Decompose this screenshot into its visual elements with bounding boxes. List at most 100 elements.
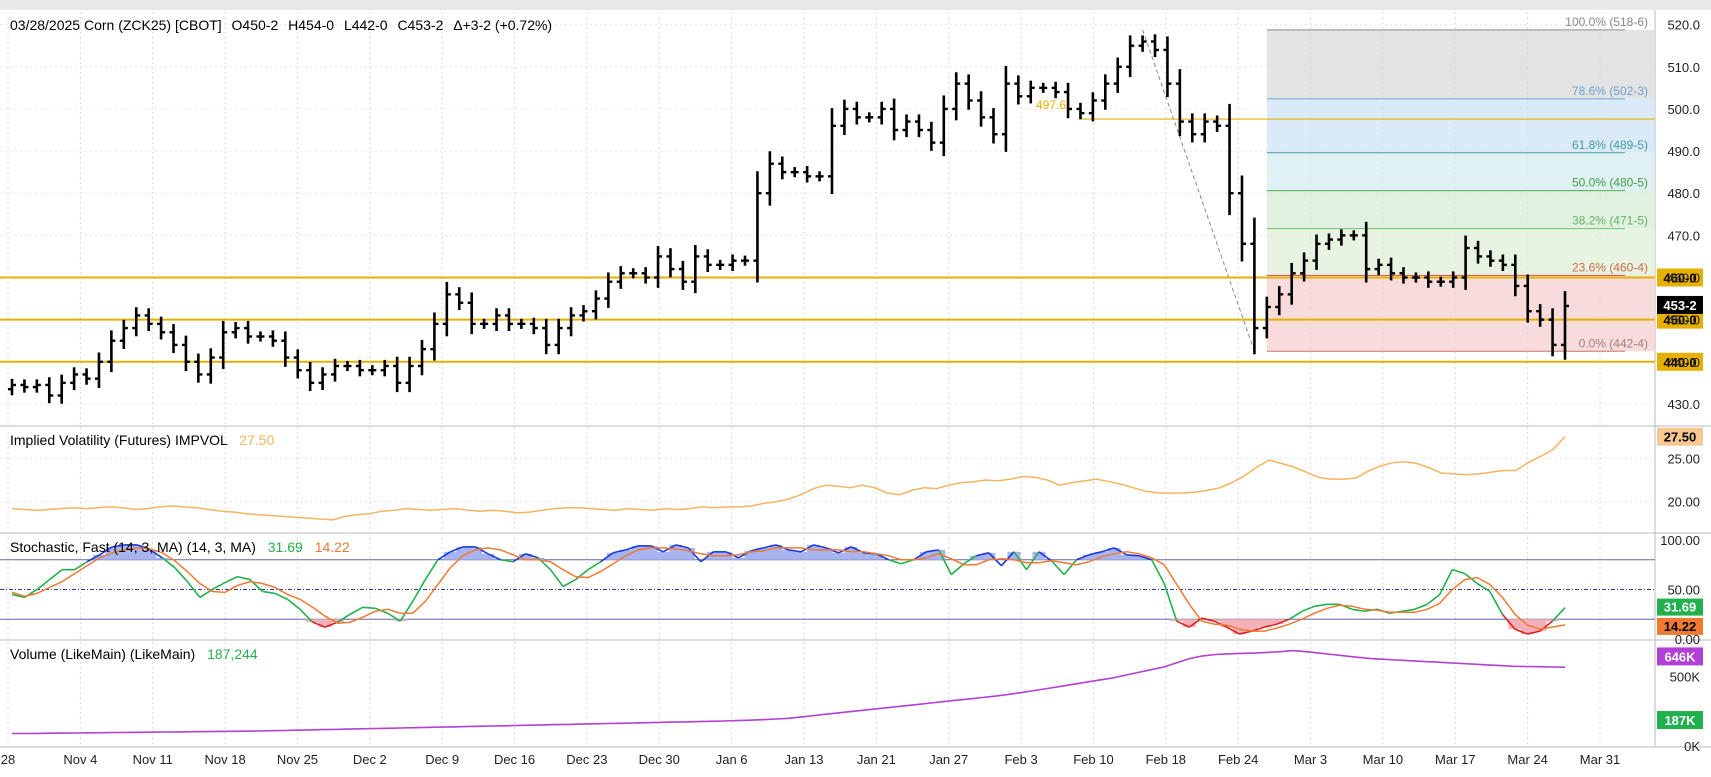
x-tick-label: Mar 17 [1435,752,1475,767]
price-bar [1300,252,1309,282]
price-bar [1424,271,1433,288]
fib-zone [1266,275,1655,352]
volume-legend: Volume (LikeMain) (LikeMain) 187,244 [10,646,258,662]
stoch-k-segment [1188,617,1203,628]
volume-badge: 187K [1664,713,1696,728]
price-bar [703,249,712,273]
x-tick-label: Dec 23 [566,752,607,767]
x-tick-label: Nov 18 [204,752,245,767]
volume-ma-badge: 646K [1664,649,1696,664]
price-bar [70,367,79,391]
stoch-y-label: 100.00 [1660,533,1700,548]
stoch-k-segment [963,555,977,565]
price-bar [194,353,203,383]
stoch-k-segment [1239,630,1253,635]
price-bar [1213,115,1222,132]
price-y-label: 490.0 [1667,144,1700,159]
support-label-bg [1657,310,1703,329]
price-bar [952,72,961,121]
price-bar [1387,257,1396,281]
last-price-bg [1657,295,1703,314]
header-change: Δ+3-2 (+0.72%) [453,17,552,33]
price-y-label: 500.0 [1667,102,1700,117]
impvol-y-label: 25.00 [1667,451,1700,466]
fib-label: 50.0% (480-5) [1572,176,1648,190]
stoch-k-segment [1038,551,1052,562]
price-bar [94,352,103,388]
stoch-k-segment [1414,603,1428,611]
price-bar [927,121,936,151]
stoch-k-segment [687,547,702,563]
stoch-k-segment [36,578,51,591]
stoch-k-segment [237,575,251,581]
price-bar [231,321,240,339]
price-y-label: 460.0 [1667,271,1700,286]
price-bar [691,245,700,294]
price-bar [1498,254,1507,271]
price-bar [741,255,750,266]
price-bar [281,331,290,367]
fibonacci-retracement: 100.0% (518-6) 78.6% (502-3) 61.8% (489-5)… [1142,15,1655,352]
x-tick-label: Jan 6 [716,752,748,767]
price-bar [1175,69,1184,137]
header-open: O450-2 [232,17,279,33]
price-bar [1051,81,1060,99]
price-bar [1237,175,1246,262]
price-bar [1411,272,1420,283]
price-bar [355,359,364,377]
stoch-k-segment [1138,555,1152,561]
price-bar [1399,267,1408,284]
stoch-k-segment [950,563,965,576]
price-bar [840,99,849,136]
price-bar [1337,229,1346,246]
x-tick-label: Dec 30 [639,752,680,767]
stoch-k-segment [1264,623,1278,628]
stoch-k-segment [224,575,238,584]
stoch-k-value: 31.69 [268,539,303,555]
resistance-label: 497.6 [1036,98,1066,112]
header-legend: 03/28/2025 Corn (ZCK25) [CBOT] O450-2 H4… [10,17,552,33]
price-bar [989,108,998,144]
stoch-k-segment [612,549,626,554]
price-bar [132,307,141,337]
stoch-k-segment [587,561,602,571]
stoch-k-segment [750,547,764,552]
volume-y-label: 0K [1684,739,1700,754]
fib-zone [1266,98,1655,153]
stoch-k-segment [549,569,564,587]
header-close: C453-2 [397,17,443,33]
price-bar [1113,57,1122,93]
price-bar [1486,250,1495,267]
x-axis-labels: 28 Nov 4 Nov 11 Nov 18 Nov 25 Dec 2 Dec 9 Dec 1… [1,752,1620,767]
price-bar [517,318,526,329]
stoch-k-segment [49,569,63,581]
volume-value: 187,244 [207,646,258,662]
price-bar [480,318,489,329]
price-bar [529,317,538,335]
y-axis-labels: 520.0 510.0 500.0 490.0 480.0 470.0 460.0 450.0… [1667,18,1700,412]
stoch-k-segment [1101,547,1115,553]
impvol-panel: 25.00 20.00 27.50 [0,427,1703,521]
price-bar [1076,102,1085,120]
x-tick-label: Mar 31 [1580,752,1620,767]
stoch-k-segment [112,544,125,548]
price-bar [641,267,650,284]
fib-zone [1266,152,1655,191]
stoch-k-segment [1163,583,1178,622]
support-label-bg [1657,352,1703,371]
fib-label: 61.8% (489-5) [1572,138,1648,152]
stoch-k-segment [475,546,489,555]
price-bar [1324,233,1333,250]
support-label: 460-0 [1663,271,1696,286]
price-bar [629,268,638,279]
stoch-k-segment [1439,569,1453,595]
price-bar [1287,262,1296,305]
price-bar [1225,103,1234,216]
impvol-line [11,436,1566,521]
price-bar [107,330,116,373]
fib-zone [1266,228,1655,276]
stoch-k-segment [1402,608,1415,613]
price-bar [604,272,613,308]
stoch-k-segment [913,551,927,561]
price-y-label: 430.0 [1667,397,1700,412]
